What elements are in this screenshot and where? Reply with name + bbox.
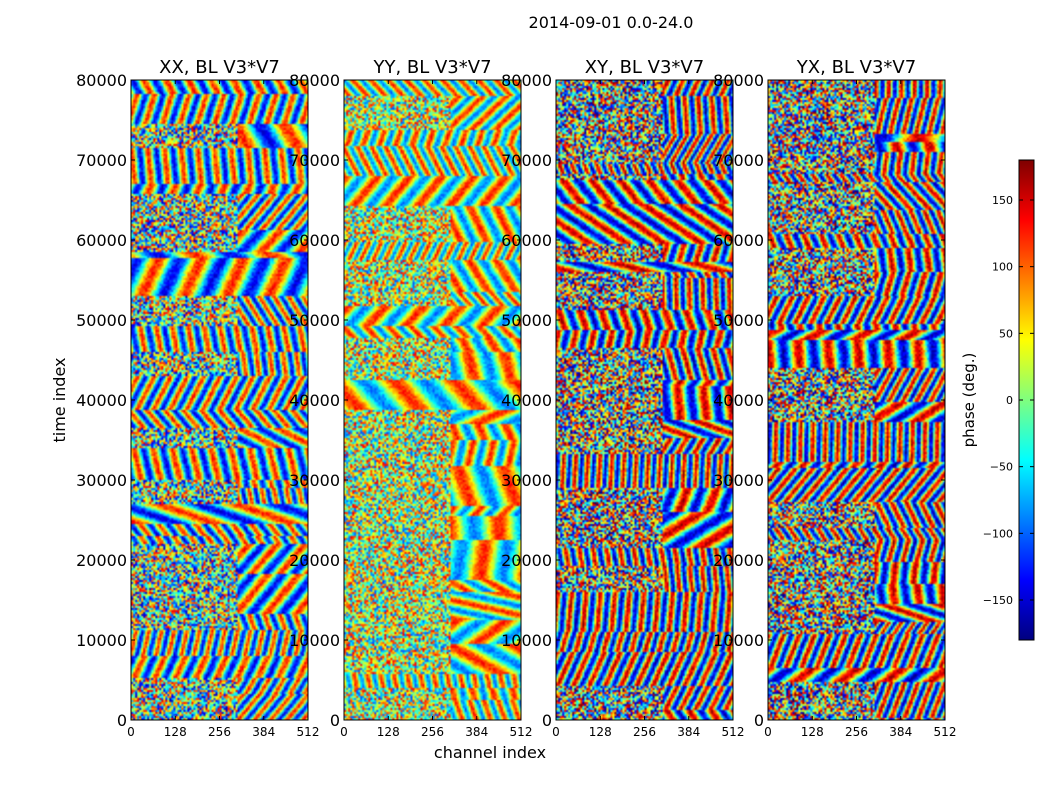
x-tick-label: 256 bbox=[845, 725, 868, 739]
x-axis-label: channel index bbox=[434, 743, 546, 762]
heatmap-image bbox=[768, 80, 945, 720]
panel-title: YY, BL V3*V7 bbox=[372, 57, 491, 78]
y-tick-label: 40000 bbox=[76, 391, 127, 410]
y-tick-label: 70000 bbox=[76, 151, 127, 170]
x-tick-label: 384 bbox=[465, 725, 488, 739]
y-axis-label: time index bbox=[50, 357, 69, 442]
panel-title: XX, BL V3*V7 bbox=[159, 57, 280, 78]
y-tick-label: 10000 bbox=[501, 631, 552, 650]
x-tick-label: 512 bbox=[722, 725, 745, 739]
colorbar-tick-label: 100 bbox=[992, 261, 1013, 274]
x-tick-label: 0 bbox=[127, 725, 135, 739]
x-tick-label: 512 bbox=[510, 725, 533, 739]
heatmap-panel: XY, BL V3*V7 0 128 256 384 512 0 10000 20000 3000… bbox=[501, 57, 744, 739]
y-tick-label: 50000 bbox=[713, 311, 764, 330]
x-tick-label: 384 bbox=[252, 725, 275, 739]
y-tick-label: 30000 bbox=[289, 471, 340, 490]
x-tick-label: 128 bbox=[589, 725, 612, 739]
colorbar-tick-label: 0 bbox=[1006, 394, 1013, 407]
y-tick-label: 80000 bbox=[713, 71, 764, 90]
heatmap-image bbox=[131, 80, 308, 720]
y-tick-label: 0 bbox=[542, 711, 552, 730]
x-tick-label: 384 bbox=[889, 725, 912, 739]
x-tick-label: 256 bbox=[208, 725, 231, 739]
y-tick-label: 20000 bbox=[76, 551, 127, 570]
x-tick-label: 0 bbox=[340, 725, 348, 739]
y-tick-label: 30000 bbox=[501, 471, 552, 490]
y-tick-label: 60000 bbox=[713, 231, 764, 250]
colorbar-tick-label: 50 bbox=[999, 327, 1013, 340]
x-tick-label: 256 bbox=[421, 725, 444, 739]
figure-suptitle: 2014-09-01 0.0-24.0 bbox=[529, 13, 694, 32]
y-tick-label: 10000 bbox=[713, 631, 764, 650]
y-tick-label: 20000 bbox=[289, 551, 340, 570]
y-tick-label: 40000 bbox=[289, 391, 340, 410]
y-tick-label: 70000 bbox=[501, 151, 552, 170]
y-tick-label: 20000 bbox=[501, 551, 552, 570]
x-tick-label: 256 bbox=[633, 725, 656, 739]
colorbar: 150 100 50 0 −50 −100 −150 phase (deg.) bbox=[960, 159, 1035, 641]
panels: XX, BL V3*V7 0 128 256 384 512 0 10000 20000 3000… bbox=[76, 57, 956, 739]
panel-title: YX, BL V3*V7 bbox=[796, 57, 916, 78]
colorbar-tick-label: 150 bbox=[992, 194, 1013, 207]
heatmap-panel: YY, BL V3*V7 0 128 256 384 512 0 10000 20000 3000… bbox=[289, 57, 532, 739]
heatmap-panel: YX, BL V3*V7 0 128 256 384 512 0 10000 20000 3000… bbox=[713, 57, 956, 739]
y-tick-label: 60000 bbox=[76, 231, 127, 250]
y-tick-label: 0 bbox=[330, 711, 340, 730]
x-tick-label: 128 bbox=[377, 725, 400, 739]
heatmap-image bbox=[344, 80, 521, 720]
y-tick-label: 80000 bbox=[289, 71, 340, 90]
x-tick-label: 0 bbox=[552, 725, 560, 739]
x-tick-label: 512 bbox=[934, 725, 957, 739]
y-tick-label: 10000 bbox=[289, 631, 340, 650]
y-tick-label: 70000 bbox=[289, 151, 340, 170]
panel-title: XY, BL V3*V7 bbox=[585, 57, 704, 78]
y-tick-label: 70000 bbox=[713, 151, 764, 170]
y-tick-label: 80000 bbox=[76, 71, 127, 90]
y-tick-label: 50000 bbox=[501, 311, 552, 330]
x-tick-label: 128 bbox=[164, 725, 187, 739]
y-tick-label: 30000 bbox=[713, 471, 764, 490]
y-tick-label: 80000 bbox=[501, 71, 552, 90]
y-tick-label: 40000 bbox=[501, 391, 552, 410]
x-tick-label: 512 bbox=[297, 725, 320, 739]
y-tick-label: 0 bbox=[117, 711, 127, 730]
y-tick-label: 40000 bbox=[713, 391, 764, 410]
x-tick-label: 128 bbox=[801, 725, 824, 739]
colorbar-label: phase (deg.) bbox=[960, 353, 978, 448]
colorbar-tick-label: −150 bbox=[983, 594, 1013, 607]
y-tick-label: 60000 bbox=[289, 231, 340, 250]
heatmap-panel: XX, BL V3*V7 0 128 256 384 512 0 10000 20000 3000… bbox=[76, 57, 319, 739]
x-tick-label: 384 bbox=[677, 725, 700, 739]
colorbar-tick-label: −50 bbox=[990, 461, 1013, 474]
y-tick-label: 50000 bbox=[289, 311, 340, 330]
y-tick-label: 10000 bbox=[76, 631, 127, 650]
y-tick-label: 60000 bbox=[501, 231, 552, 250]
y-tick-label: 0 bbox=[754, 711, 764, 730]
colorbar-tick-label: −100 bbox=[983, 527, 1013, 540]
y-tick-label: 20000 bbox=[713, 551, 764, 570]
y-tick-label: 30000 bbox=[76, 471, 127, 490]
heatmap-image bbox=[556, 80, 733, 720]
x-tick-label: 0 bbox=[764, 725, 772, 739]
y-tick-label: 50000 bbox=[76, 311, 127, 330]
